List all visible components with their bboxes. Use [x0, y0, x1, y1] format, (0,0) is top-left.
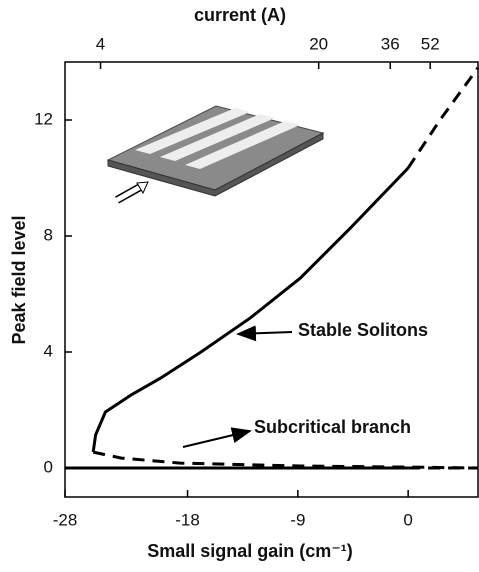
- y-axis-title: Peak field level: [9, 215, 29, 344]
- x-axis-title: Small signal gain (cm⁻¹): [147, 541, 353, 561]
- y-tick-label: 0: [44, 457, 53, 476]
- annotation: Subcritical branch: [254, 417, 411, 437]
- x2-tick-label: 36: [381, 34, 400, 53]
- inset-plate: [108, 106, 323, 200]
- curve: [93, 452, 478, 468]
- curve: [93, 168, 408, 452]
- y-tick-label: 12: [34, 109, 53, 128]
- y-tick-label: 8: [44, 225, 53, 244]
- x-tick-label: -18: [175, 510, 200, 529]
- x-tick-label: -28: [53, 510, 78, 529]
- x2-axis-title: current (A): [194, 5, 286, 25]
- annotation-arrow: [238, 332, 292, 334]
- x-tick-label: 0: [403, 510, 412, 529]
- x2-tick-label: 20: [309, 34, 328, 53]
- x-tick-label: -9: [290, 510, 305, 529]
- x2-tick-label: 4: [96, 34, 105, 53]
- annotation-arrow: [183, 431, 250, 447]
- x2-tick-label: 52: [421, 34, 440, 53]
- y-tick-label: 4: [44, 341, 53, 360]
- curve: [408, 68, 478, 168]
- chart: current (A) Small signal gain (cm⁻¹) Pea…: [0, 0, 479, 567]
- annotation: Stable Solitons: [298, 320, 428, 340]
